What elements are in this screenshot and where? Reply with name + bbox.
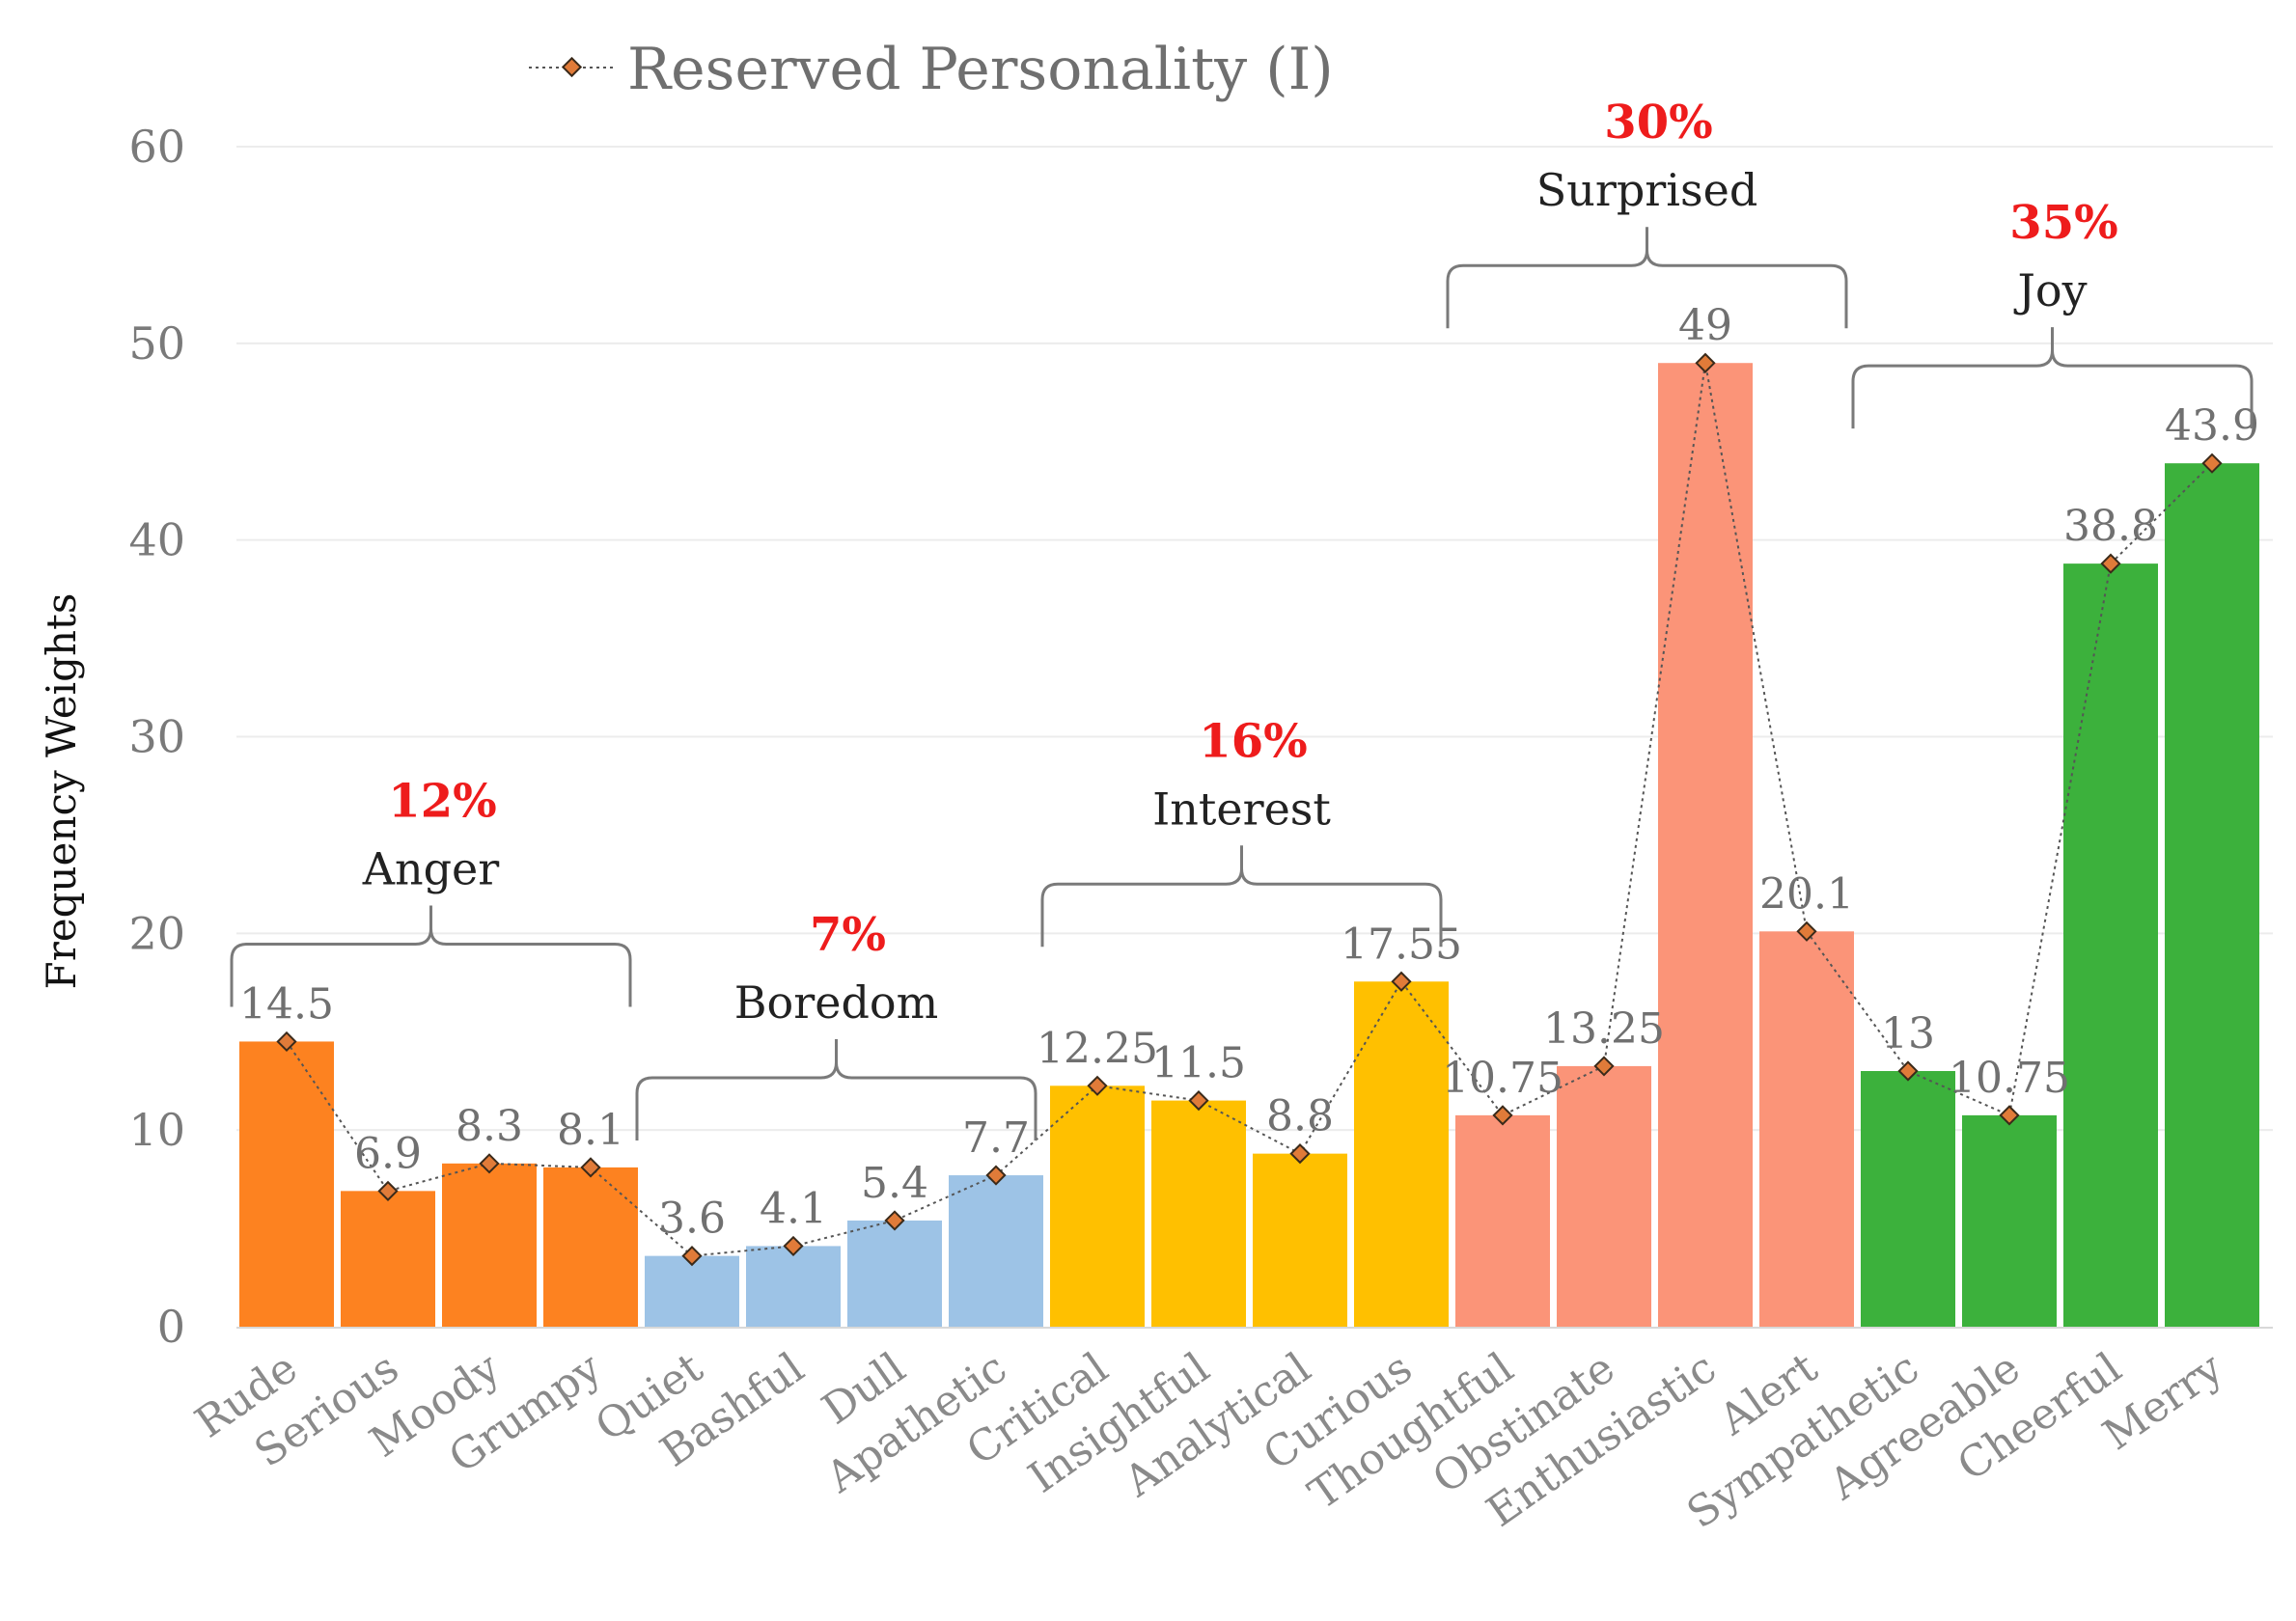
legend-label: Reserved Personality (I) (627, 36, 1334, 103)
markers (276, 352, 2223, 1267)
legend: Reserved Personality (I) (529, 36, 1334, 103)
bar-thoughtful (1455, 1114, 1550, 1327)
marker-moody (479, 1153, 500, 1174)
group-label-boredom: Boredom (734, 976, 938, 1029)
marker-curious (1391, 971, 1412, 992)
bar-alert (1759, 931, 1854, 1327)
bar-bashful (746, 1246, 841, 1327)
marker-enthusiastic (1695, 352, 1716, 373)
data-label-thoughtful: 10.75 (1442, 1054, 1563, 1103)
marker-dull (884, 1210, 905, 1231)
data-label-bashful: 4.1 (760, 1184, 827, 1233)
marker-serious (377, 1180, 399, 1201)
bar-grumpy (543, 1167, 638, 1327)
data-label-obstinate: 13.25 (1543, 1004, 1665, 1054)
brace-interest (1040, 845, 1443, 948)
series-line (286, 363, 2213, 1257)
brace-surprised (1446, 227, 1848, 329)
data-label-rude: 14.5 (239, 979, 334, 1029)
data-label-moody: 8.3 (456, 1102, 523, 1151)
marker-apathetic (985, 1165, 1007, 1186)
y-tick-40: 40 (128, 514, 185, 566)
x-tick-merry: Merry (2094, 1343, 2231, 1460)
bar-analytical (1253, 1153, 1347, 1327)
data-label-sympathetic: 13 (1881, 1009, 1935, 1058)
group-label-joy: Joy (2013, 264, 2087, 316)
bar-sympathetic (1861, 1071, 1955, 1327)
marker-bashful (783, 1235, 804, 1257)
data-label-cheerful: 38.8 (2063, 502, 2158, 551)
group-annotations: Anger 12% Boredom 7% Interest 16% Surprised 30%… (230, 96, 2254, 1141)
bar-rude (239, 1041, 334, 1327)
bar-cheerful (2063, 563, 2158, 1327)
brace-boredom (635, 1039, 1037, 1141)
group-percent-interest: 16% (1199, 714, 1307, 768)
marker-obstinate (1593, 1056, 1615, 1077)
marker-alert (1796, 920, 1817, 942)
brace-anger (230, 905, 632, 1007)
data-label-analytical: 8.8 (1266, 1092, 1334, 1141)
brace-joy (1851, 327, 2254, 429)
y-tick-0: 0 (157, 1301, 185, 1353)
gridlines (236, 146, 2273, 1329)
y-tick-30: 30 (128, 711, 185, 763)
series-line-layer (286, 363, 2213, 1257)
marker-rude (276, 1030, 297, 1053)
group-label-anger: Anger (362, 842, 500, 894)
bar-curious (1354, 981, 1449, 1327)
data-label-agreeable: 10.75 (1949, 1054, 2070, 1103)
y-axis-ticks: 0 10 20 30 40 50 60 (128, 121, 185, 1353)
marker-grumpy (580, 1157, 601, 1178)
data-label-serious: 6.9 (354, 1129, 422, 1178)
group-percent-boredom: 7% (810, 908, 886, 962)
marker-critical (1087, 1075, 1108, 1096)
group-percent-anger: 12% (388, 774, 496, 828)
data-label-apathetic: 7.7 (962, 1113, 1030, 1163)
data-label-dull: 5.4 (861, 1159, 928, 1208)
bar-apathetic (949, 1175, 1043, 1327)
legend-marker (561, 56, 583, 78)
data-label-enthusiastic: 49 (1678, 301, 1732, 350)
data-label-insightful: 11.5 (1151, 1039, 1246, 1088)
y-tick-60: 60 (128, 121, 185, 173)
bar-merry (2165, 463, 2259, 1328)
bar-agreeable (1962, 1114, 2057, 1327)
bars (239, 363, 2259, 1328)
bar-moody (442, 1163, 537, 1327)
y-tick-50: 50 (128, 317, 185, 370)
data-label-critical: 12.25 (1037, 1024, 1158, 1073)
data-label-grumpy: 8.1 (557, 1106, 624, 1155)
marker-thoughtful (1492, 1105, 1513, 1126)
data-label-alert: 20.1 (1759, 869, 1854, 919)
marker-insightful (1188, 1089, 1209, 1112)
bar-quiet (645, 1255, 739, 1327)
marker-quiet (681, 1246, 703, 1267)
bar-obstinate (1557, 1065, 1651, 1327)
marker-merry (2201, 453, 2223, 474)
bar-critical (1050, 1085, 1145, 1327)
marker-agreeable (1999, 1105, 2020, 1126)
group-percent-surprised: 30% (1604, 96, 1712, 150)
y-axis-label: Frequency Weights (38, 593, 85, 990)
data-label-merry: 43.9 (2165, 401, 2259, 451)
data-label-curious: 17.55 (1341, 920, 1462, 969)
y-tick-20: 20 (128, 907, 185, 959)
group-label-interest: Interest (1152, 783, 1331, 835)
marker-analytical (1289, 1143, 1311, 1165)
marker-sympathetic (1897, 1060, 1919, 1082)
bar-serious (341, 1191, 435, 1327)
marker-cheerful (2100, 553, 2121, 574)
group-label-surprised: Surprised (1536, 164, 1758, 216)
y-tick-10: 10 (128, 1104, 185, 1156)
bar-enthusiastic (1658, 363, 1753, 1327)
bar-dull (847, 1220, 942, 1327)
bar-insightful (1151, 1100, 1246, 1327)
data-label-quiet: 3.6 (658, 1195, 726, 1244)
group-percent-joy: 35% (2009, 196, 2117, 250)
